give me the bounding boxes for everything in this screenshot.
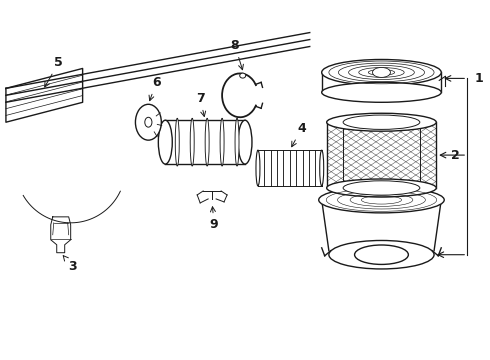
- Ellipse shape: [329, 240, 434, 269]
- Bar: [1, 117, 327, 193]
- Ellipse shape: [238, 120, 252, 164]
- Ellipse shape: [322, 82, 441, 102]
- Ellipse shape: [220, 118, 224, 166]
- Ellipse shape: [322, 59, 441, 85]
- Ellipse shape: [327, 113, 436, 131]
- Text: 8: 8: [231, 39, 244, 70]
- Bar: [436, 117, 490, 193]
- Text: 3: 3: [63, 256, 77, 273]
- Ellipse shape: [372, 67, 391, 77]
- Ellipse shape: [343, 115, 420, 129]
- Text: 5: 5: [45, 56, 63, 87]
- Bar: [327, 0, 436, 122]
- Ellipse shape: [319, 150, 324, 186]
- Ellipse shape: [355, 245, 408, 265]
- Ellipse shape: [343, 181, 420, 195]
- Text: 7: 7: [196, 92, 206, 117]
- Ellipse shape: [190, 118, 194, 166]
- Ellipse shape: [327, 179, 436, 197]
- Text: 6: 6: [149, 76, 161, 101]
- Text: 2: 2: [451, 149, 460, 162]
- Ellipse shape: [175, 118, 179, 166]
- Ellipse shape: [235, 118, 239, 166]
- Text: 9: 9: [210, 207, 219, 231]
- Bar: [327, 188, 436, 359]
- Ellipse shape: [205, 118, 209, 166]
- Ellipse shape: [158, 120, 172, 164]
- Text: 4: 4: [292, 122, 306, 147]
- Ellipse shape: [145, 117, 152, 127]
- Ellipse shape: [240, 73, 245, 78]
- Ellipse shape: [135, 104, 161, 140]
- Ellipse shape: [357, 191, 406, 197]
- Text: 1: 1: [475, 72, 484, 85]
- Ellipse shape: [318, 187, 444, 213]
- Ellipse shape: [256, 150, 260, 186]
